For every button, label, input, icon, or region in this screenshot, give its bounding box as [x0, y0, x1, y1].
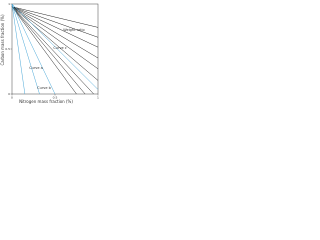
x-tick-label: 0	[11, 96, 13, 100]
line	[11, 6, 94, 95]
x-tick-label: 0.5	[53, 96, 58, 100]
line	[11, 6, 99, 28]
line	[11, 6, 99, 59]
annotation: Curve b	[37, 86, 51, 90]
annotation: Curve c	[53, 46, 66, 50]
line	[11, 6, 99, 48]
line	[11, 6, 77, 95]
line	[11, 3, 40, 95]
line	[11, 6, 99, 81]
line	[11, 6, 99, 70]
line	[11, 6, 99, 38]
chart: Nitrogen mass fraction (%) Carbon mass f…	[0, 2, 99, 104]
y-tick-label: 1	[8, 2, 10, 6]
x-tick-label: 1	[97, 96, 99, 100]
line	[11, 3, 26, 95]
y-tick-label: 0	[8, 92, 10, 96]
line	[11, 3, 56, 95]
line	[11, 6, 86, 95]
x-axis-label: Nitrogen mass fraction (%)	[19, 99, 73, 104]
annotation: Weight ratio	[63, 28, 84, 32]
line	[11, 3, 99, 90]
annotation: Curve a	[29, 66, 43, 70]
y-tick-label: 0.5	[5, 47, 10, 51]
y-axis-label: Carbon mass fraction (%)	[0, 14, 5, 65]
